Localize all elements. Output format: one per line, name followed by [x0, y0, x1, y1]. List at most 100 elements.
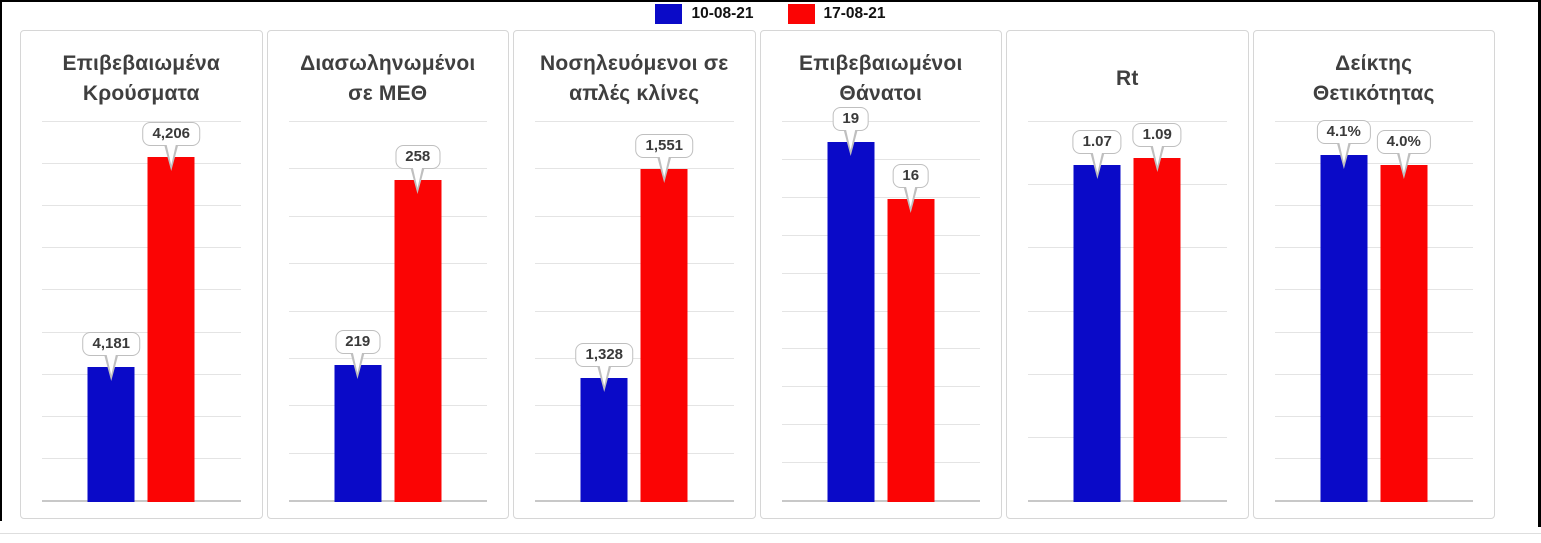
value-callout: 4,206 — [142, 121, 201, 171]
bottom-divider — [0, 533, 1541, 534]
bar-group — [580, 168, 688, 502]
bar-group — [1320, 154, 1428, 502]
gridline — [1028, 247, 1227, 248]
gridline — [288, 216, 487, 217]
plot-area: 4,181 4,206 — [42, 121, 241, 502]
value-callout: 4.1% — [1316, 119, 1371, 169]
gridline — [781, 121, 980, 122]
gridline — [42, 205, 241, 206]
gridline — [781, 424, 980, 425]
panel-title-line: Νοσηλευόμενοι σε — [540, 51, 729, 75]
legend-swatch-red — [787, 3, 815, 24]
gridline — [535, 358, 734, 359]
plot-area: 4.1% 4.0% — [1274, 119, 1473, 502]
gridline — [288, 311, 487, 312]
panel-title-line: Δείκτης — [1335, 51, 1413, 75]
bar-10-08-21 — [1073, 164, 1121, 502]
plot-area: 219 258 — [288, 121, 487, 502]
bar-10-08-21 — [87, 366, 135, 502]
bar-group — [1073, 157, 1181, 502]
gridline — [1274, 458, 1473, 459]
panel-title-line: Rt — [1115, 66, 1139, 90]
gridline — [535, 216, 734, 217]
gridline — [1028, 311, 1227, 312]
gridline — [288, 168, 487, 169]
gridline — [42, 163, 241, 164]
bar-17-08-21 — [394, 179, 442, 502]
gridline — [535, 121, 734, 122]
gridline — [42, 416, 241, 417]
gridline — [42, 332, 241, 333]
value-callout: 4.0% — [1376, 129, 1431, 179]
panel-title-line: απλές κλίνες — [569, 82, 700, 105]
value-callout: 258 — [395, 144, 441, 194]
gridline — [781, 462, 980, 463]
value-callout: 4,181 — [82, 331, 141, 381]
bar-10-08-21 — [334, 364, 382, 502]
plot-area: 1.07 1.09 — [1028, 121, 1227, 502]
panel-title-line: Κρούσματα — [82, 82, 200, 105]
bar-group — [334, 179, 442, 502]
gridline — [1274, 247, 1473, 248]
bar-17-08-21 — [640, 168, 688, 502]
frame-border-left — [0, 0, 2, 521]
gridline — [288, 405, 487, 406]
gridline — [1274, 121, 1473, 122]
gridline — [288, 263, 487, 264]
value-callout: 19 — [832, 106, 870, 156]
x-axis-line — [42, 499, 241, 502]
panel-title-line: σε ΜΕΘ — [348, 82, 428, 105]
gridline — [288, 121, 487, 122]
gridline — [1028, 184, 1227, 185]
gridline — [1028, 121, 1227, 122]
gridline — [781, 311, 980, 312]
gridline — [535, 263, 734, 264]
gridline — [42, 374, 241, 375]
value-callout: 16 — [892, 163, 930, 213]
gridline — [781, 273, 980, 274]
panel-title: Δείκτης Θετικότητας — [1254, 41, 1495, 117]
gridline — [42, 247, 241, 248]
chart-panel-confirmed-cases: Επιβεβαιωμένα Κρούσματα 4,181 4,206 — [20, 30, 263, 519]
panel-title: Rt — [1007, 41, 1248, 117]
gridline — [42, 458, 241, 459]
panel-title-line: Επιβεβαιωμένα — [62, 51, 221, 75]
legend: 10-08-21 17-08-21 — [0, 1, 1541, 26]
chart-panel-rt: Rt 1.07 1.09 — [1006, 30, 1249, 519]
gridline — [1028, 437, 1227, 438]
gridline — [1028, 374, 1227, 375]
bar-17-08-21 — [1380, 164, 1428, 502]
gridline — [1274, 205, 1473, 206]
gridline — [1274, 289, 1473, 290]
gridline — [781, 235, 980, 236]
gridline — [781, 348, 980, 349]
gridline — [288, 453, 487, 454]
gridline — [42, 121, 241, 122]
bar-group — [827, 141, 935, 502]
charts-row: Επιβεβαιωμένα Κρούσματα 4,181 4,206 Διασωλην… — [20, 30, 1495, 519]
plot-area: 1,328 1,551 — [535, 121, 734, 502]
gridline — [1274, 374, 1473, 375]
bar-10-08-21 — [827, 141, 875, 502]
x-axis-line — [1028, 499, 1227, 502]
value-callout: 1.09 — [1132, 122, 1182, 172]
x-axis-line — [781, 499, 980, 502]
bar-10-08-21 — [1320, 154, 1368, 502]
gridline — [535, 405, 734, 406]
value-callout: 1,551 — [635, 133, 694, 183]
bar-17-08-21 — [887, 198, 935, 502]
x-axis-line — [288, 499, 487, 502]
bar-17-08-21 — [1133, 157, 1181, 502]
gridline — [781, 197, 980, 198]
bar-group — [87, 156, 195, 502]
legend-label: 17-08-21 — [823, 4, 886, 22]
gridline — [535, 168, 734, 169]
chart-panel-hospitalized-ward: Νοσηλευόμενοι σε απλές κλίνες 1,328 1,551 — [513, 30, 756, 519]
gridline — [42, 289, 241, 290]
bar-17-08-21 — [147, 156, 195, 502]
gridline — [1274, 332, 1473, 333]
panel-title-line: Θετικότητας — [1312, 82, 1435, 105]
gridline — [535, 453, 734, 454]
legend-swatch-blue — [655, 3, 683, 24]
panel-title: Επιβεβαιωμένα Κρούσματα — [21, 41, 262, 117]
